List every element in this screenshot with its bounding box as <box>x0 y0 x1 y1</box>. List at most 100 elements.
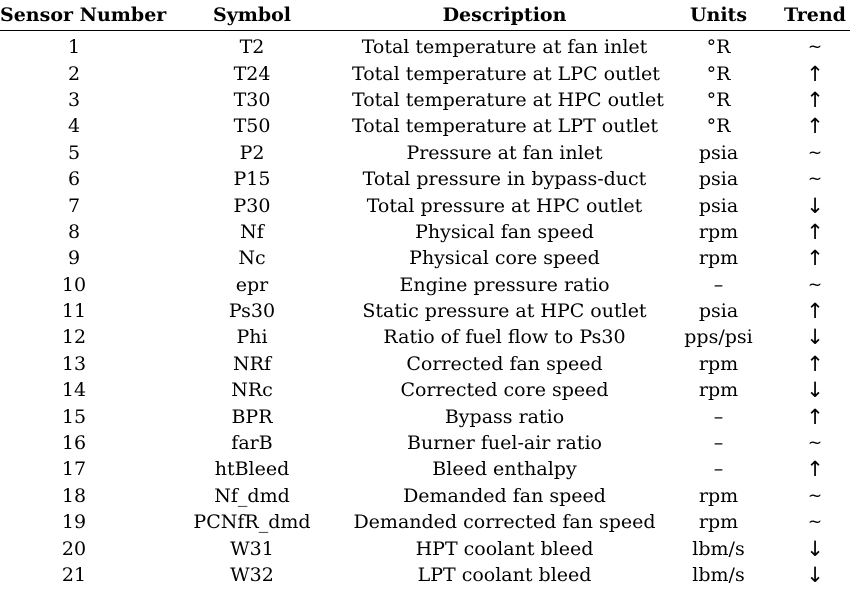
cell-trend: ~ <box>807 274 823 295</box>
cell-sensor-number: 7 <box>67 194 81 217</box>
cell-symbol: Nc <box>238 247 266 270</box>
cell-trend: ~ <box>807 433 823 454</box>
cell-units: °R <box>706 36 731 59</box>
cell-trend: ↑ <box>806 219 824 244</box>
cell-symbol: Nf <box>240 220 264 243</box>
table-row: 7 P30 Total pressure at HPC outlet psia ↓ <box>0 192 850 218</box>
cell-trend: ↑ <box>806 404 824 429</box>
cell-trend: ~ <box>807 169 823 190</box>
table-row: 8 Nf Physical fan speed rpm ↑ <box>0 219 850 245</box>
table-row: 16 farB Burner fuel-air ratio – ~ <box>0 430 850 456</box>
cell-symbol: Ps30 <box>228 300 276 323</box>
cell-sensor-number: 9 <box>67 247 81 270</box>
cell-symbol: Phi <box>236 326 268 349</box>
cell-units: lbm/s <box>692 537 745 560</box>
cell-symbol: P15 <box>233 168 271 191</box>
cell-trend: ↓ <box>806 563 824 587</box>
cell-symbol: BPR <box>231 405 273 428</box>
cell-symbol: Nf_dmd <box>214 484 290 507</box>
cell-sensor-number: 16 <box>61 432 87 455</box>
table-row: 5 P2 Pressure at fan inlet psia ~ <box>0 140 850 166</box>
cell-symbol: T50 <box>233 115 271 138</box>
cell-sensor-number: 3 <box>67 88 81 111</box>
cell-trend: ↑ <box>806 299 824 324</box>
table-row: 13 NRf Corrected fan speed rpm ↑ <box>0 351 850 377</box>
header-sensor-number: Sensor Number <box>0 4 167 26</box>
cell-trend: ↑ <box>806 246 824 271</box>
cell-units: °R <box>706 115 731 138</box>
table-row: 19 PCNfR_dmd Demanded corrected fan speed r… <box>0 509 850 535</box>
cell-trend: ↓ <box>806 536 824 561</box>
cell-sensor-number: 5 <box>67 141 81 164</box>
cell-sensor-number: 21 <box>61 564 87 586</box>
cell-description: Total pressure at HPC outlet <box>366 194 643 217</box>
table-row: 10 epr Engine pressure ratio – ~ <box>0 272 850 298</box>
cell-sensor-number: 20 <box>61 537 87 560</box>
cell-trend: ~ <box>807 37 823 58</box>
cell-description: Corrected core speed <box>400 379 609 402</box>
cell-trend: ↓ <box>806 378 824 403</box>
cell-symbol: epr <box>235 273 269 296</box>
cell-trend: ↓ <box>806 325 824 350</box>
table-row: 18 Nf_dmd Demanded fan speed rpm ~ <box>0 483 850 509</box>
cell-units: – <box>713 458 724 481</box>
cell-trend: ~ <box>807 142 823 163</box>
cell-description: Total temperature at LPT outlet <box>352 115 659 138</box>
cell-units: rpm <box>698 484 739 507</box>
cell-symbol: W31 <box>230 537 274 560</box>
table-header-row: Sensor Number Symbol Description Units T… <box>0 0 850 31</box>
cell-description: Total temperature at fan inlet <box>361 36 648 59</box>
cell-description: Demanded corrected fan speed <box>353 511 656 534</box>
table-row: 15 BPR Bypass ratio – ↑ <box>0 403 850 429</box>
cell-units: psia <box>698 194 739 217</box>
cell-sensor-number: 2 <box>67 62 81 85</box>
cell-symbol: T24 <box>233 62 271 85</box>
cell-symbol: NRf <box>233 352 271 375</box>
cell-description: LPT coolant bleed <box>417 564 592 586</box>
table-row: 2 T24 Total temperature at LPC outlet °R ↑ <box>0 60 850 86</box>
cell-description: HPT coolant bleed <box>415 537 594 560</box>
header-units: Units <box>689 4 748 26</box>
cell-trend: ↓ <box>806 193 824 218</box>
cell-units: psia <box>698 168 739 191</box>
cell-description: Total pressure in bypass-duct <box>362 168 647 191</box>
cell-trend: ↑ <box>806 457 824 482</box>
table-row: 4 T50 Total temperature at LPT outlet °R ↑ <box>0 113 850 139</box>
header-description: Description <box>442 4 567 26</box>
cell-trend: ~ <box>807 512 823 533</box>
cell-units: – <box>713 405 724 428</box>
header-trend: Trend <box>784 4 846 26</box>
table-row: 1 T2 Total temperature at fan inlet °R ~ <box>0 31 850 61</box>
cell-units: pps/psi <box>684 326 753 349</box>
cell-sensor-number: 8 <box>67 220 81 243</box>
cell-symbol: P30 <box>233 194 271 217</box>
table-row: 17 htBleed Bleed enthalpy – ↑ <box>0 456 850 482</box>
table-row: 6 P15 Total pressure in bypass-duct psia ~ <box>0 166 850 192</box>
table-row: 14 NRc Corrected core speed rpm ↓ <box>0 377 850 403</box>
cell-units: rpm <box>698 247 739 270</box>
cell-units: psia <box>698 141 739 164</box>
cell-sensor-number: 12 <box>61 326 87 349</box>
table-body: 1 T2 Total temperature at fan inlet °R ~2 T24… <box>0 31 850 589</box>
cell-symbol: W32 <box>230 564 274 586</box>
cell-description: Bleed enthalpy <box>432 458 577 481</box>
cell-sensor-number: 19 <box>61 511 87 534</box>
cell-units: rpm <box>698 220 739 243</box>
cell-sensor-number: 15 <box>61 405 87 428</box>
cell-symbol: NRc <box>231 379 273 402</box>
cell-sensor-number: 11 <box>61 300 87 323</box>
cell-description: Demanded fan speed <box>403 484 606 507</box>
cell-sensor-number: 1 <box>67 36 81 59</box>
cell-description: Engine pressure ratio <box>399 273 610 296</box>
table-row: 3 T30 Total temperature at HPC outlet °R ↑ <box>0 87 850 113</box>
cell-sensor-number: 13 <box>61 352 87 375</box>
header-symbol: Symbol <box>212 4 292 26</box>
cell-description: Static pressure at HPC outlet <box>362 300 647 323</box>
cell-sensor-number: 10 <box>61 273 87 296</box>
cell-description: Burner fuel-air ratio <box>407 432 602 455</box>
cell-description: Total temperature at LPC outlet <box>352 62 660 85</box>
cell-trend: ↑ <box>806 61 824 86</box>
cell-symbol: htBleed <box>214 458 290 481</box>
table-row: 11 Ps30 Static pressure at HPC outlet psia ↑ <box>0 298 850 324</box>
